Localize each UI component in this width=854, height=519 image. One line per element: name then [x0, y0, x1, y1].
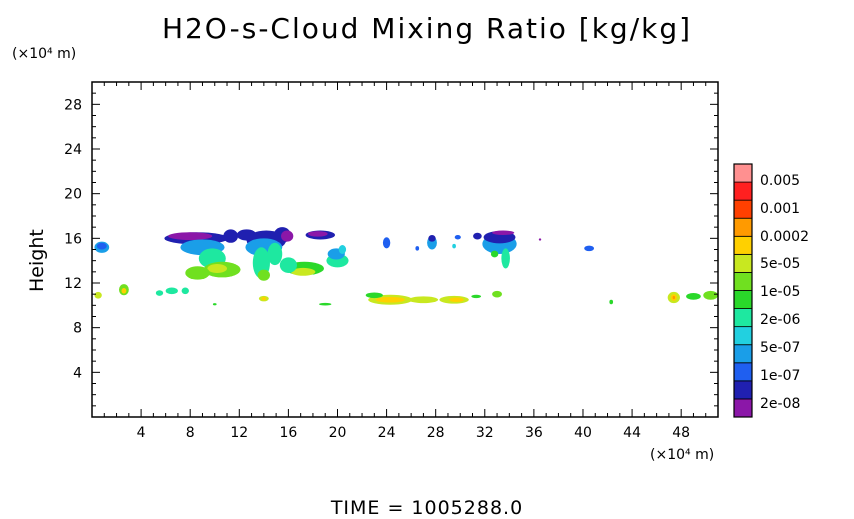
contour-blob	[181, 287, 189, 295]
contour-blob	[261, 296, 267, 301]
contour-blob	[207, 264, 228, 273]
y-tick-label: 16	[64, 231, 82, 247]
colorbar-swatch	[733, 253, 753, 273]
contour-blob	[155, 290, 164, 296]
contour-blob	[382, 237, 391, 249]
colorbar-swatch	[733, 217, 753, 237]
colorbar-swatch	[733, 290, 753, 309]
contour-blob	[223, 229, 239, 243]
contour-blob	[454, 234, 461, 240]
colorbar-label: 5e-07	[760, 340, 800, 356]
colorbar-label: 0.005	[760, 173, 800, 189]
colorbar-swatch	[733, 199, 753, 219]
contour-blob	[415, 246, 420, 251]
x-tick-label: 40	[574, 425, 592, 441]
x-axis-unit: (×10⁴ m)	[650, 447, 715, 463]
contour-blob	[686, 293, 701, 300]
colorbar-swatch	[733, 308, 753, 328]
colorbar-swatch	[733, 344, 753, 364]
contour-blob	[428, 234, 436, 242]
colorbar-frame	[733, 163, 753, 418]
y-tick-label: 8	[73, 321, 82, 337]
contour-blob	[165, 287, 178, 295]
colorbar-label: 0.0002	[760, 229, 809, 245]
colorbar-swatch	[733, 398, 753, 418]
x-tick-label: 32	[476, 425, 494, 441]
y-tick-label: 4	[73, 365, 82, 381]
y-tick-label: 12	[64, 276, 82, 292]
x-tick-label: 44	[623, 425, 641, 441]
chart-title: H2O-s-Cloud Mixing Ratio [kg/kg]	[161, 12, 693, 45]
y-tick-label: 28	[64, 97, 82, 113]
contour-blob	[703, 290, 719, 300]
contour-blob	[538, 238, 542, 241]
contour-blob	[212, 303, 217, 306]
x-tick-label: 8	[186, 425, 195, 441]
contour-blob	[672, 295, 676, 300]
contour-blob	[365, 292, 383, 299]
x-tick-label: 12	[230, 425, 248, 441]
colorbar-label: 2e-08	[760, 396, 800, 412]
contour-blob	[338, 245, 347, 254]
colorbar-label: 5e-05	[760, 256, 800, 272]
contour-blob	[501, 248, 510, 269]
y-tick-label: 24	[64, 142, 82, 158]
x-tick-label: 36	[525, 425, 543, 441]
contour-blob	[492, 230, 515, 235]
contour-blob	[375, 296, 406, 303]
contour-blob	[471, 294, 482, 299]
contour-blob	[308, 231, 328, 237]
x-tick-label: 20	[329, 425, 347, 441]
y-tick-label: 20	[64, 187, 82, 203]
contour-blob	[279, 257, 297, 273]
colorbar-label: 2e-06	[760, 312, 800, 328]
contour-blob	[257, 269, 270, 281]
contour-blob	[408, 296, 439, 304]
contour-blob	[319, 302, 332, 306]
contour-blob	[185, 266, 210, 280]
time-footer: TIME = 1005288.0	[330, 497, 524, 519]
contour-blob	[168, 232, 213, 241]
colorbar-label: 1e-05	[760, 284, 800, 300]
contour-blob	[281, 230, 294, 242]
contour-blob	[492, 290, 502, 298]
contour-blob	[121, 288, 127, 294]
x-tick-label: 28	[427, 425, 445, 441]
x-tick-label: 16	[279, 425, 297, 441]
contour-blob	[94, 291, 102, 299]
colorbar-swatch	[733, 181, 753, 201]
colorbar-label: 0.001	[760, 201, 800, 217]
contour-blob	[473, 232, 482, 240]
x-tick-label: 24	[378, 425, 396, 441]
colorbar-swatch	[733, 163, 753, 183]
x-tick-label: 48	[672, 425, 690, 441]
colorbar-swatch	[733, 272, 753, 291]
contour-blob	[609, 299, 614, 305]
contour-blob	[449, 297, 464, 302]
colorbar-label: 1e-07	[760, 368, 800, 384]
colorbar-swatch	[733, 235, 753, 255]
contour-blob	[490, 250, 499, 258]
contour-blob	[267, 242, 283, 266]
colorbar-swatch	[733, 380, 753, 400]
colorbar-swatch	[733, 362, 753, 382]
x-tick-label: 4	[137, 425, 146, 441]
contour-blob	[96, 242, 107, 250]
colorbar-swatch	[733, 326, 753, 346]
contour-blob	[290, 267, 316, 276]
contour-blob	[452, 243, 456, 249]
y-axis-unit: (×10⁴ m)	[12, 46, 77, 62]
contour-blob	[584, 245, 595, 252]
